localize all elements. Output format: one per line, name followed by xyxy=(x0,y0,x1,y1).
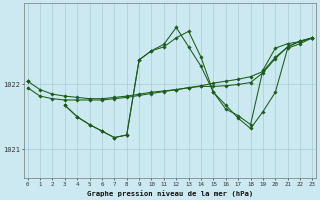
X-axis label: Graphe pression niveau de la mer (hPa): Graphe pression niveau de la mer (hPa) xyxy=(87,190,253,197)
